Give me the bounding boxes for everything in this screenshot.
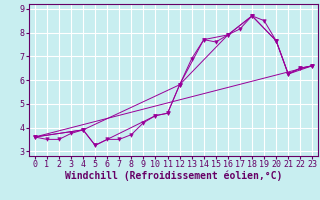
X-axis label: Windchill (Refroidissement éolien,°C): Windchill (Refroidissement éolien,°C) bbox=[65, 171, 282, 181]
